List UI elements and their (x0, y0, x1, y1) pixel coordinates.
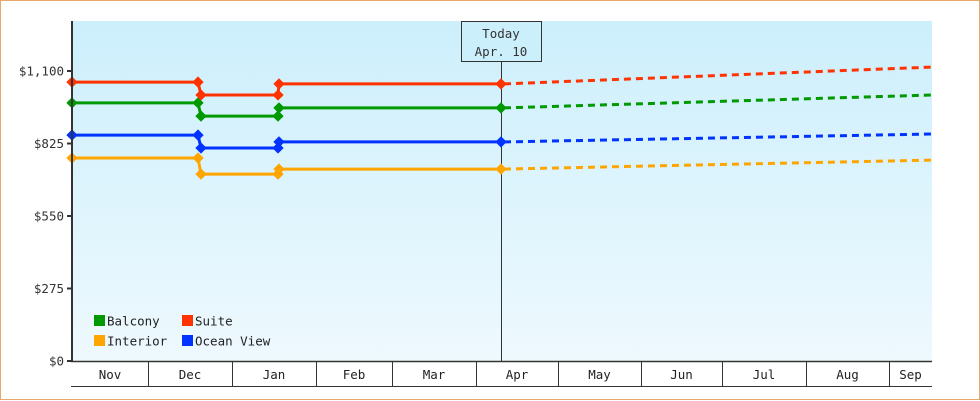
y-axis: $0 $275 $550 $825 $1,100 (19, 21, 73, 369)
legend-item-interior[interactable]: Interior (94, 334, 168, 349)
legend-swatch (94, 315, 105, 326)
data-point-marker[interactable] (192, 152, 204, 164)
month-label-jul: Jul (753, 367, 776, 382)
series-suite (66, 65, 933, 101)
today-date: Apr. 10 (475, 44, 528, 59)
legend-label: Interior (107, 334, 168, 349)
month-label-apr: Apr (506, 367, 529, 382)
data-point-marker[interactable] (273, 136, 285, 148)
month-label-sep: Sep (899, 367, 922, 382)
legend-swatch (94, 335, 105, 346)
data-point-marker[interactable] (195, 142, 207, 154)
legend-swatch (182, 315, 193, 326)
legend-item-suite[interactable]: Suite (182, 314, 233, 329)
y-tick-label: $550 (34, 209, 64, 224)
legend-item-ocean-view[interactable]: Ocean View (182, 334, 271, 349)
today-box (461, 21, 542, 62)
y-tick-label: $275 (34, 281, 64, 296)
history-line (72, 156, 501, 176)
month-label-feb: Feb (343, 367, 366, 382)
data-point-marker[interactable] (495, 163, 507, 175)
y-tick-label: $0 (49, 354, 64, 369)
month-label-dec: Dec (179, 367, 202, 382)
history-line (72, 101, 501, 118)
legend-label: Balcony (107, 314, 160, 329)
x-axis: Nov Dec Jan Feb Mar Apr May Jun Jul Aug Sep (71, 360, 932, 387)
series-interior (66, 152, 933, 180)
legend-swatch (182, 335, 193, 346)
history-line (72, 80, 501, 97)
y-tick-label: $1,100 (19, 64, 64, 79)
today-label: Today (482, 26, 520, 41)
month-label-nov: Nov (99, 367, 122, 382)
data-point-marker[interactable] (195, 168, 207, 180)
month-label-jun: Jun (670, 367, 693, 382)
y-tick-label: $825 (34, 136, 64, 151)
data-point-marker[interactable] (192, 76, 204, 88)
data-point-marker[interactable] (192, 129, 204, 141)
legend: Balcony Suite Interior Ocean View (94, 314, 271, 349)
data-point-marker[interactable] (495, 136, 507, 148)
data-point-marker[interactable] (273, 163, 285, 175)
legend-label: Suite (195, 314, 233, 329)
history-line (72, 133, 501, 150)
legend-item-balcony[interactable]: Balcony (94, 314, 160, 329)
month-label-mar: Mar (423, 367, 446, 382)
month-label-jan: Jan (263, 367, 286, 382)
today-marker: Today Apr. 10 (461, 21, 542, 361)
month-label-aug: Aug (836, 367, 859, 382)
legend-label: Ocean View (195, 334, 271, 349)
month-label-may: May (588, 367, 611, 382)
